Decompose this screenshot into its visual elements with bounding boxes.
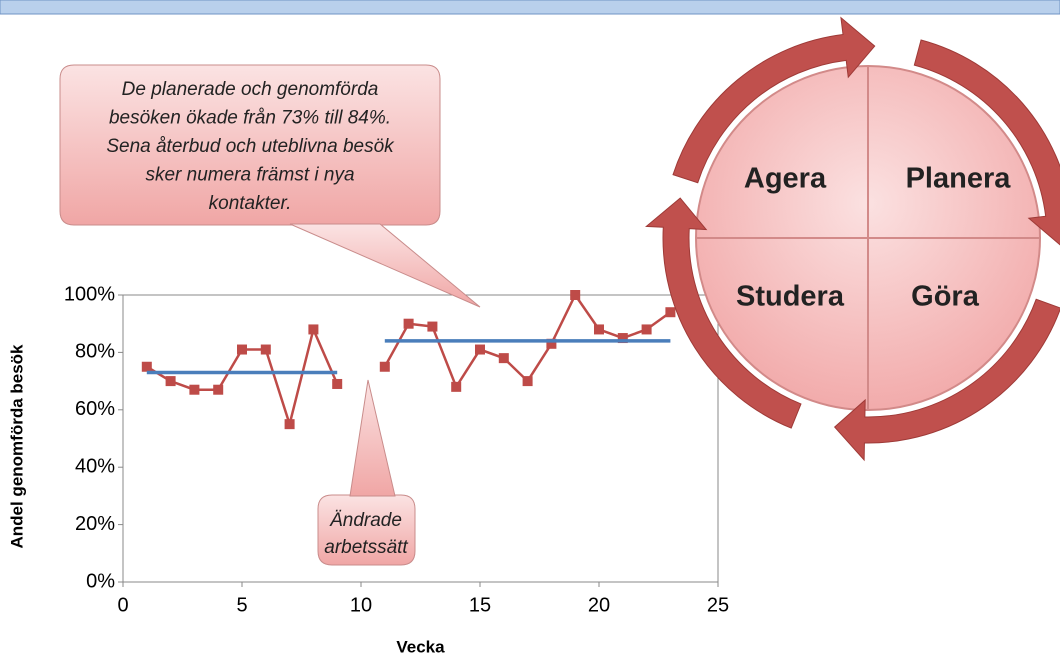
y-tick-label: 100% [64, 283, 115, 305]
point-marker [380, 362, 390, 372]
callout-text: kontakter. [209, 193, 292, 214]
point-marker [642, 324, 652, 334]
point-marker [594, 324, 604, 334]
x-tick-label: 20 [588, 594, 610, 616]
callout-text: Sena återbud och uteblivna besök [106, 136, 395, 157]
point-marker [189, 385, 199, 395]
point-marker [261, 345, 271, 355]
x-axis-label: Vecka [396, 637, 445, 656]
page: 0% 20% 40% 60% 80% 100% 0 5 10 15 20 25 Vecka Andel g… [0, 0, 1060, 660]
x-tick-label: 15 [469, 594, 491, 616]
point-marker [570, 290, 580, 300]
point-marker [285, 419, 295, 429]
callout-text: sker numera främst i nya [145, 165, 354, 186]
top-banner [0, 0, 1060, 14]
point-marker [213, 385, 223, 395]
y-tick-label: 60% [75, 398, 115, 420]
point-marker [142, 362, 152, 372]
quadrant-label: Planera [906, 163, 1012, 195]
series-line [147, 341, 671, 373]
point-marker [665, 307, 675, 317]
point-marker [237, 345, 247, 355]
callout-text: arbetssätt [324, 537, 408, 558]
plot-frame [123, 295, 718, 582]
point-marker [523, 376, 533, 386]
y-tick-label: 20% [75, 513, 115, 535]
x-tick-label: 0 [117, 594, 128, 616]
quadrant-label: Göra [911, 281, 980, 313]
callout-text: Ändrade [329, 510, 402, 531]
point-marker [475, 345, 485, 355]
cycle-diagram: Agera Planera Studera Göra [646, 18, 1060, 460]
point-marker [451, 382, 461, 392]
point-marker [166, 376, 176, 386]
point-marker [332, 379, 342, 389]
quadrant-label: Agera [744, 163, 827, 195]
callout-text: besöken ökade från 73% till 84%. [109, 108, 391, 129]
y-tick-label: 40% [75, 455, 115, 477]
y-tick-label: 80% [75, 341, 115, 363]
point-marker [499, 353, 509, 363]
x-tick-label: 25 [707, 594, 729, 616]
callout-text: De planerade och genomförda [122, 79, 379, 100]
callout-pointer [350, 380, 395, 496]
y-axis-label: Andel genomförda besök [7, 344, 26, 549]
point-marker [308, 324, 318, 334]
x-tick-label: 10 [350, 594, 372, 616]
x-tick-label: 5 [236, 594, 247, 616]
chart: 0% 20% 40% 60% 80% 100% 0 5 10 15 20 25 Vecka Andel g… [7, 65, 729, 656]
quadrant-label: Studera [736, 281, 845, 313]
series-line [147, 295, 671, 424]
point-marker [404, 319, 414, 329]
point-marker [427, 322, 437, 332]
y-tick-label: 0% [86, 570, 115, 592]
